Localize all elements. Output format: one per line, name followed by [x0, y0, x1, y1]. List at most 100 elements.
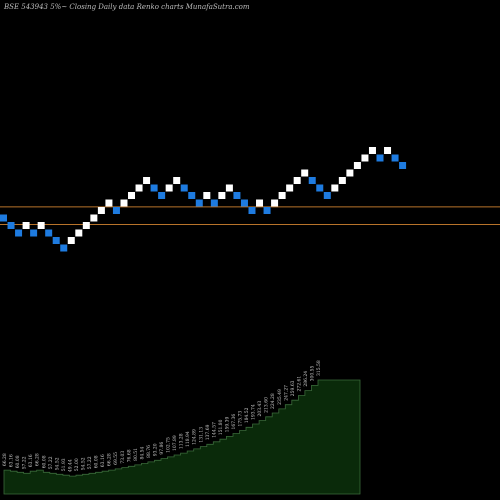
area-value-label-24: 93.20: [153, 443, 159, 456]
renko-brick-43: [316, 184, 324, 192]
renko-brick-22: [158, 192, 166, 199]
area-value-label-12: 52.00: [74, 458, 80, 471]
area-value-label-27: 107.89: [172, 435, 178, 451]
renko-brick-38: [278, 192, 286, 199]
area-value-label-15: 60.08: [94, 455, 100, 468]
renko-brick-51: [376, 154, 384, 162]
renko-brick-49: [361, 154, 369, 162]
area-value-label-25: 97.86: [159, 442, 165, 455]
area-value-label-6: 66.28: [35, 453, 41, 466]
area-value-label-14: 57.22: [87, 456, 93, 469]
area-value-label-39: 193.74: [251, 404, 257, 420]
area-value-label-13: 54.52: [81, 457, 87, 470]
renko-brick-18: [128, 192, 136, 199]
area-value-label-26: 102.75: [166, 437, 172, 453]
renko-brick-27: [195, 199, 203, 207]
renko-brick-4: [22, 222, 30, 229]
area-value-label-45: 259.63: [290, 380, 296, 396]
renko-brick-13: [90, 214, 98, 222]
renko-brick-14: [97, 207, 105, 214]
price-area: [3, 379, 361, 495]
renko-brick-20: [143, 177, 151, 184]
renko-brick-7: [45, 229, 53, 237]
area-value-label-48: 300.55: [310, 366, 316, 382]
renko-brick-12: [82, 222, 90, 229]
area-value-label-31: 131.13: [198, 427, 204, 443]
area-value-label-21: 80.51: [133, 448, 139, 461]
chart-title: BSE 543943 5%~ Closing Daily data Renko …: [4, 3, 250, 11]
renko-brick-44: [323, 192, 331, 199]
renko-brick-42: [308, 177, 316, 184]
renko-brick-41: [301, 169, 309, 177]
area-value-label-40: 203.43: [257, 401, 263, 417]
renko-brick-21: [150, 184, 158, 192]
area-value-label-46: 272.61: [296, 376, 302, 392]
area-value-label-1: 66.28: [2, 453, 8, 466]
area-value-label-29: 118.94: [185, 431, 191, 447]
area-value-label-2: 63.16: [9, 454, 15, 467]
renko-brick-52: [384, 147, 392, 154]
area-value-label-37: 175.73: [238, 411, 244, 427]
renko-brick-9: [60, 244, 68, 252]
renko-brick-17: [120, 199, 128, 207]
area-value-label-34: 151.80: [218, 419, 224, 435]
area-value-label-49: 315.58: [316, 360, 322, 376]
renko-brick-31: [225, 184, 233, 192]
area-value-label-33: 144.57: [211, 422, 217, 438]
area-value-label-18: 69.55: [113, 452, 119, 465]
renko-brick-2: [7, 222, 15, 229]
area-value-label-20: 76.68: [126, 449, 132, 462]
area-value-label-11: 49.44: [67, 459, 73, 472]
area-value-label-8: 57.22: [48, 456, 54, 469]
area-value-label-41: 213.60: [264, 397, 270, 413]
renko-brick-36: [263, 207, 271, 214]
area-value-label-35: 159.39: [224, 417, 230, 433]
renko-brick-37: [271, 199, 279, 207]
renko-brick-47: [346, 169, 354, 177]
area-value-label-17: 66.28: [107, 453, 113, 466]
renko-brick-26: [188, 192, 196, 199]
renko-brick-25: [180, 184, 188, 192]
renko-brick-45: [331, 184, 339, 192]
area-value-label-7: 60.08: [41, 455, 47, 468]
renko-brick-33: [240, 199, 248, 207]
renko-brick-35: [256, 199, 264, 207]
area-value-label-47: 286.24: [303, 371, 309, 387]
area-value-label-44: 247.27: [283, 385, 289, 401]
renko-brick-6: [37, 222, 45, 229]
area-value-label-23: 88.76: [146, 445, 152, 458]
renko-brick-19: [135, 184, 143, 192]
renko-brick-23: [165, 184, 173, 192]
renko-brick-32: [233, 192, 241, 199]
renko-brick-53: [391, 154, 399, 162]
area-value-label-32: 137.69: [205, 424, 211, 440]
renko-brick-5: [30, 229, 38, 237]
renko-brick-34: [248, 207, 256, 214]
renko-brick-24: [173, 177, 181, 184]
area-value-label-4: 57.22: [22, 456, 28, 469]
area-value-label-16: 63.16: [100, 454, 106, 467]
renko-brick-29: [210, 199, 218, 207]
area-value-label-38: 184.52: [244, 407, 250, 423]
area-value-label-28: 113.28: [179, 433, 185, 449]
renko-brick-16: [112, 207, 120, 214]
renko-brick-39: [286, 184, 294, 192]
area-value-label-36: 167.36: [231, 414, 237, 430]
area-value-label-42: 224.28: [270, 393, 276, 409]
area-value-label-5: 63.16: [28, 454, 34, 467]
renko-brick-54: [399, 162, 407, 169]
renko-brick-3: [15, 229, 23, 237]
renko-brick-48: [353, 162, 361, 169]
renko-brick-30: [218, 192, 226, 199]
renko-brick-40: [293, 177, 301, 184]
renko-brick-50: [368, 147, 376, 154]
renko-brick-11: [75, 229, 83, 237]
area-value-label-30: 124.89: [192, 429, 198, 445]
renko-brick-1: [0, 214, 7, 222]
renko-brick-15: [105, 199, 113, 207]
renko-brick-46: [338, 177, 346, 184]
area-value-label-19: 73.03: [120, 451, 126, 464]
renko-brick-10: [67, 237, 75, 244]
